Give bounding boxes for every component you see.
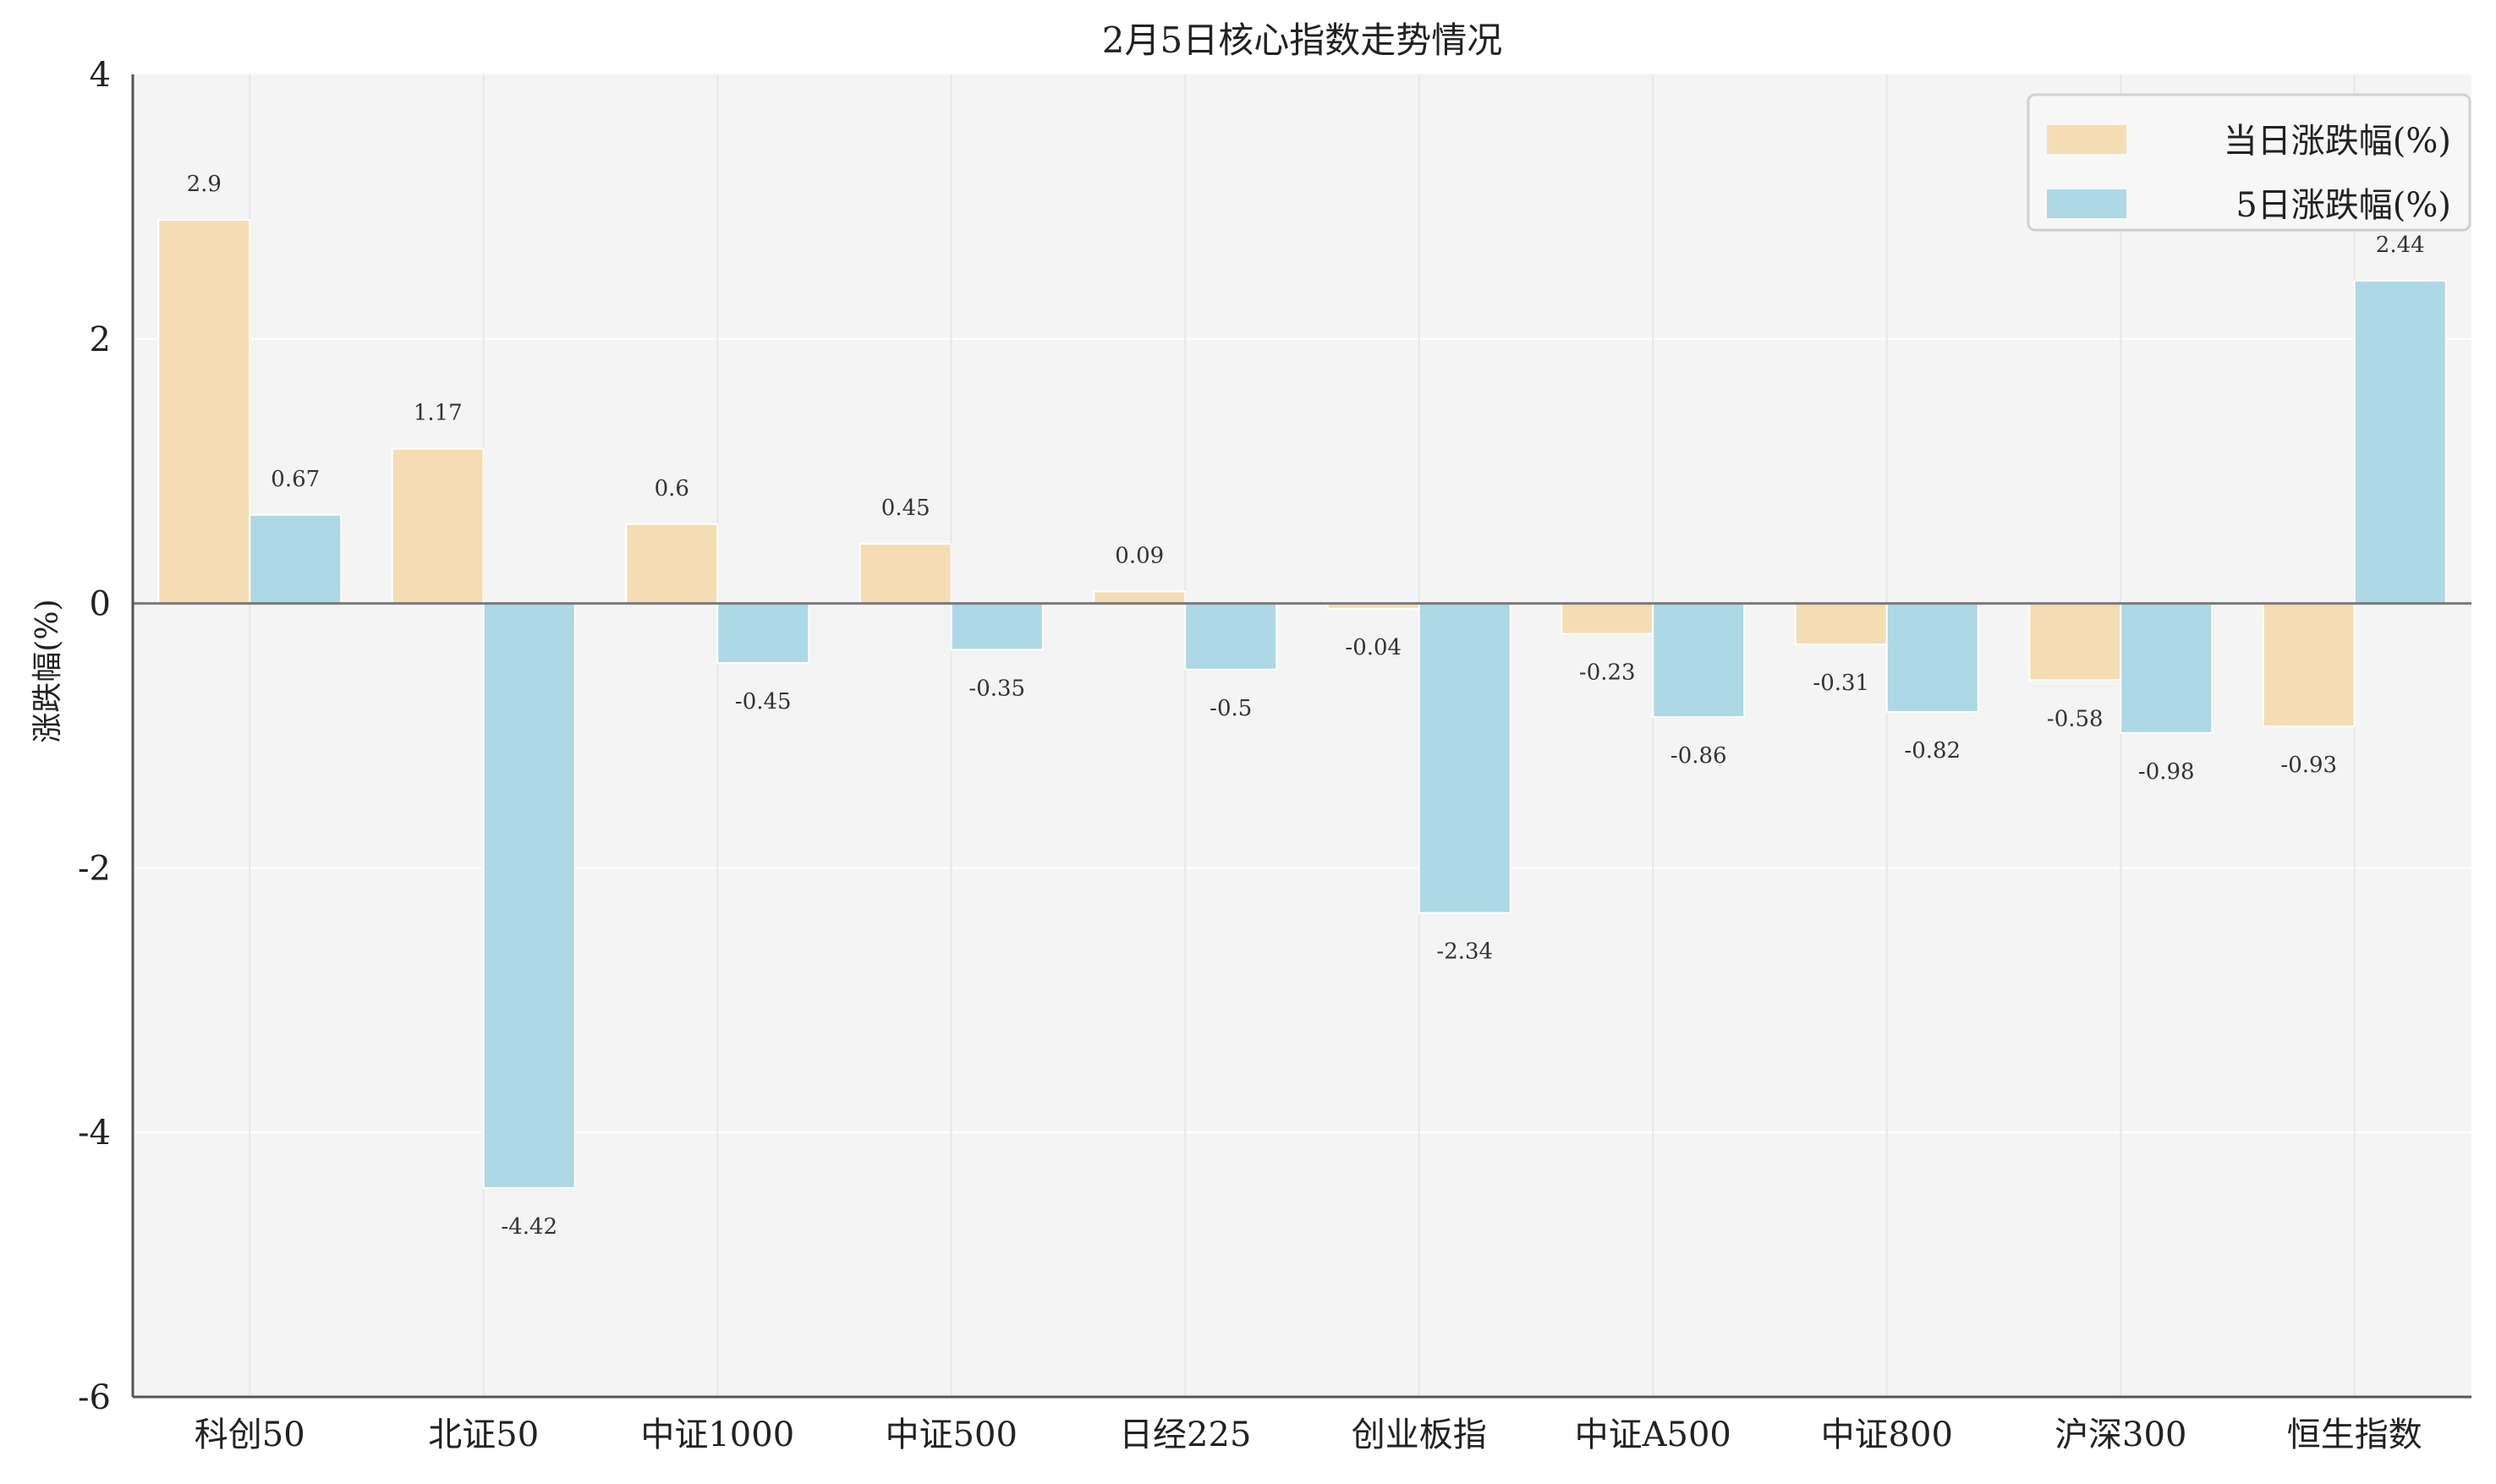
bar-daily [1561, 602, 1654, 635]
bar-five-day [1885, 602, 1979, 713]
data-label: 0.6 [655, 476, 689, 501]
bar-daily [2262, 602, 2356, 728]
x-tick-label: 中证A500 [1575, 1416, 1731, 1454]
bar-five-day [1418, 602, 1511, 914]
bar-five-day [1652, 602, 1746, 719]
data-label: -0.31 [1813, 671, 1869, 696]
bar-five-day [2353, 279, 2447, 605]
data-label: 0.45 [881, 496, 930, 521]
data-label: 2.44 [2376, 233, 2425, 258]
x-tick-label: 科创50 [195, 1416, 305, 1454]
data-label: -0.93 [2280, 753, 2337, 778]
data-label: -0.98 [2138, 759, 2195, 785]
y-tick-label: -2 [78, 849, 111, 888]
bar-five-day [1184, 602, 1278, 671]
y-tick-label: 0 [90, 585, 111, 624]
y-tick-label: 4 [90, 56, 111, 95]
bar-five-day [482, 602, 576, 1189]
bar-five-day [2120, 602, 2213, 734]
bar-daily [2028, 602, 2122, 682]
bar-daily [625, 523, 719, 605]
data-label: -0.82 [1904, 738, 1961, 764]
x-tick-label: 中证500 [886, 1416, 1018, 1454]
x-tick-label: 中证1000 [640, 1416, 794, 1454]
y-axis-label: 涨跌幅(%) [30, 599, 65, 742]
legend-box [2027, 93, 2471, 232]
axes-layer: -6 -4 -2 0 2 4 科创50 北证50 中证1000 中证500 日经225 创业板指 中证A… [78, 56, 2471, 1454]
legend-swatch [2047, 125, 2126, 154]
legend-label: 当日涨跌幅(%) [2224, 122, 2451, 161]
x-tick-label: 沪深300 [2054, 1416, 2186, 1454]
data-label: -0.45 [735, 689, 792, 715]
bar-daily [1093, 590, 1187, 605]
bar-daily [859, 543, 952, 605]
chart-title: 2月5日核心指数走势情况 [1102, 19, 1502, 61]
legend-swatch [2047, 189, 2126, 218]
bar-daily [157, 219, 251, 605]
legend: 当日涨跌幅(%) 5日涨跌幅(%) [2027, 93, 2471, 232]
data-label: -0.58 [2047, 706, 2104, 731]
data-label: 1.17 [414, 401, 463, 426]
data-label: -2.34 [1436, 939, 1493, 965]
data-label: 0.09 [1115, 544, 1164, 569]
bar-five-day [716, 602, 810, 664]
bar-five-day [950, 602, 1044, 651]
x-tick-label: 日经225 [1119, 1416, 1251, 1454]
data-label: -0.35 [968, 676, 1025, 701]
legend-label: 5日涨跌幅(%) [2235, 186, 2451, 225]
bar-daily [391, 447, 485, 605]
bar-five-day [249, 513, 343, 605]
y-tick-label: -6 [78, 1378, 111, 1417]
bar-daily [1794, 602, 1888, 646]
y-tick-label: -4 [78, 1114, 111, 1153]
data-label: -0.23 [1579, 660, 1636, 686]
x-tick-label: 中证800 [1821, 1416, 1953, 1454]
data-labels-layer: 2.9 1.17 0.6 0.45 0.09 -0.04 -0.23 -0.31 -0.58 -0… [187, 172, 2425, 1240]
y-tick-label: 2 [90, 320, 111, 359]
data-label: 2.9 [187, 172, 222, 197]
data-label: -0.04 [1345, 635, 1402, 660]
data-label: -4.42 [501, 1214, 557, 1240]
x-tick-label: 恒生指数 [2287, 1416, 2422, 1454]
x-tick-label: 北证50 [428, 1416, 539, 1454]
data-label: -0.86 [1670, 743, 1727, 769]
data-label: 0.67 [271, 467, 320, 492]
bars-layer [157, 219, 2447, 1189]
x-tick-label: 创业板指 [1352, 1416, 1487, 1454]
data-label: -0.5 [1210, 696, 1252, 721]
